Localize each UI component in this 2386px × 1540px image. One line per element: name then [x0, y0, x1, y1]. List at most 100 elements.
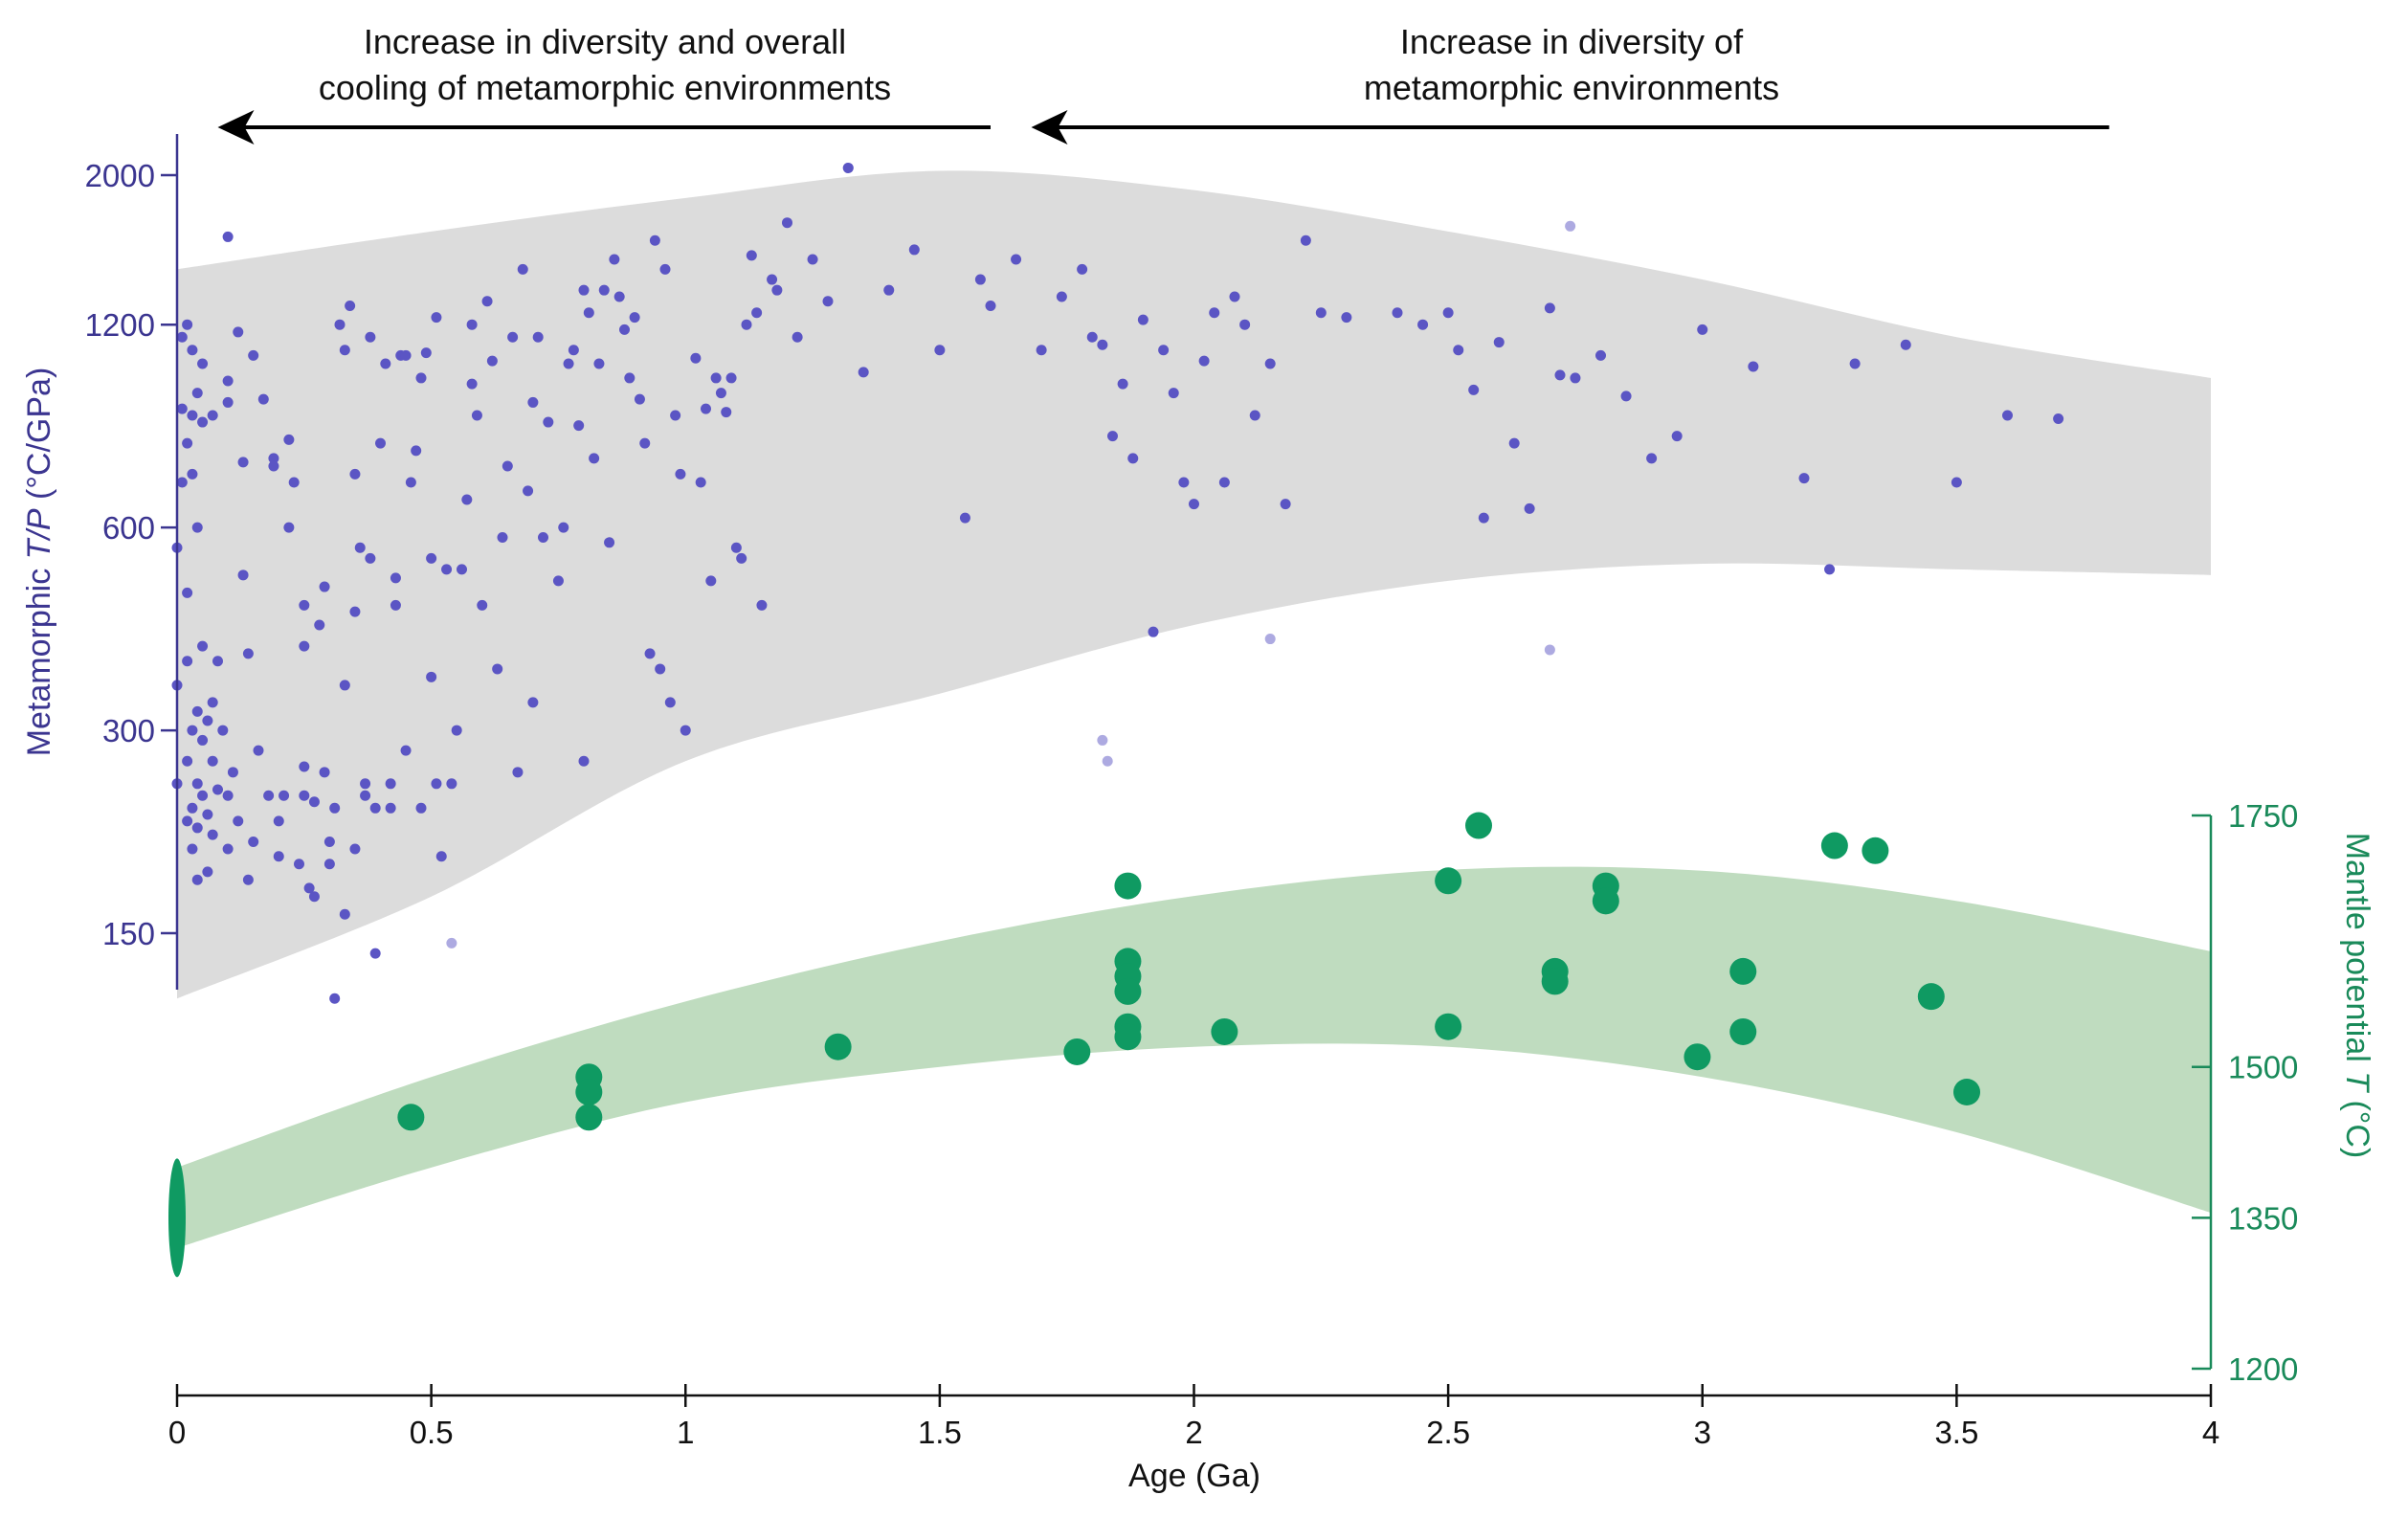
tp-point: [609, 254, 620, 265]
tp-point: [197, 790, 209, 801]
tp-point: [426, 671, 437, 682]
tp-point: [176, 477, 188, 488]
tp-point: [319, 767, 330, 778]
tp-point: [319, 581, 330, 592]
tp-point: [477, 599, 488, 611]
tp-point: [721, 407, 732, 418]
mantle-point: [1435, 867, 1462, 895]
mantle-point: [575, 1104, 603, 1131]
tp-point: [273, 851, 284, 862]
tp-point: [695, 477, 706, 488]
tp-point: [1148, 626, 1159, 637]
tp-point: [1086, 331, 1098, 343]
tp-point: [985, 300, 996, 311]
mantle-point: [1114, 977, 1142, 1005]
tp-point: [1508, 437, 1520, 449]
tp-point: [222, 396, 234, 408]
tp-point: [1442, 307, 1454, 319]
tp-point: [237, 457, 249, 468]
tp-point: [415, 802, 427, 814]
tp-point: [431, 312, 442, 324]
mantle-point: [1063, 1038, 1091, 1065]
tp-point: [756, 599, 768, 611]
tp-point: [670, 410, 681, 421]
tp-point: [446, 778, 457, 790]
tp-point: [1117, 378, 1128, 390]
annotation-left-line1: Increase in diversity and overall: [364, 22, 846, 61]
tp-point-pale: [842, 162, 854, 173]
tp-point: [934, 345, 946, 356]
tp-point: [299, 761, 310, 772]
tp-point: [187, 725, 198, 736]
tp-point: [593, 358, 605, 369]
tp-point: [365, 331, 376, 343]
tp-point: [233, 326, 244, 338]
tp-point: [233, 815, 244, 827]
tp-point: [466, 378, 478, 390]
tp-point: [589, 453, 600, 464]
tp-point: [273, 815, 284, 827]
tp-point: [486, 355, 498, 367]
tp-point: [187, 843, 198, 855]
tp-point: [420, 347, 432, 359]
tp-point: [568, 345, 579, 356]
y-left-tick-label: 1200: [85, 307, 155, 343]
tp-point: [507, 331, 519, 343]
tp-point: [369, 948, 381, 959]
annotation-right-line1: Increase in diversity of: [1400, 22, 1744, 61]
tp-point: [634, 393, 645, 405]
arrow-head: [217, 110, 255, 145]
y-left-tick-label: 150: [102, 916, 155, 951]
tp-point: [1453, 345, 1464, 356]
tp-point: [182, 755, 193, 767]
tp-point: [563, 358, 574, 369]
y-right-tick-label: 1500: [2228, 1050, 2298, 1085]
x-tick-label: 2: [1185, 1415, 1202, 1450]
tp-point: [334, 319, 346, 330]
tp-point: [1524, 502, 1535, 514]
tp-point: [538, 531, 548, 543]
tp-point: [1280, 499, 1291, 510]
tp-point: [725, 372, 737, 384]
tp-point: [227, 767, 238, 778]
tp-point: [767, 274, 778, 285]
tp-point: [1392, 307, 1403, 319]
tp-point: [212, 656, 223, 667]
tp-point: [705, 575, 717, 587]
mantle-point: [1465, 812, 1492, 839]
tp-point: [283, 522, 295, 533]
mantle-point: [1729, 1017, 1757, 1045]
x-tick-label: 4: [2202, 1415, 2219, 1450]
tp-point: [329, 993, 341, 1004]
tp-point: [1300, 234, 1311, 246]
tp-point: [1849, 358, 1861, 369]
tp-point: [624, 372, 636, 384]
tp-point: [1646, 453, 1658, 464]
x-tick-label: 1.5: [918, 1415, 962, 1450]
tp-point: [629, 312, 640, 324]
tp-point: [365, 552, 376, 564]
y-right-axis-label: Mantle potential T (°C): [2339, 833, 2375, 1159]
tp-point: [1077, 263, 1088, 275]
mantle-point: [1917, 983, 1945, 1011]
tp-point: [299, 640, 310, 652]
tp-point: [390, 599, 401, 611]
axes-layer: 0 0.5 1 1.5 2 2.5 3 3.5 4 150 300 600 1200 2000 1200…: [85, 134, 2298, 1450]
tp-point: [461, 494, 473, 505]
tp-point: [1209, 307, 1220, 319]
tp-point: [583, 307, 594, 319]
tp-point: [908, 244, 920, 256]
tp-point: [182, 587, 193, 598]
x-tick-label: 0: [168, 1415, 186, 1450]
tp-point: [701, 403, 711, 414]
tp-point: [974, 274, 986, 285]
tp-point: [1218, 477, 1230, 488]
x-ticks: 0 0.5 1 1.5 2 2.5 3 3.5 4: [168, 1384, 2219, 1450]
tp-point: [207, 697, 218, 708]
tp-point: [323, 859, 335, 870]
tp-point: [532, 331, 544, 343]
arrow-head: [1031, 110, 1068, 145]
annotation-right-line2: metamorphic environments: [1364, 68, 1779, 107]
tp-point: [197, 640, 209, 652]
tp-point: [1189, 499, 1199, 510]
